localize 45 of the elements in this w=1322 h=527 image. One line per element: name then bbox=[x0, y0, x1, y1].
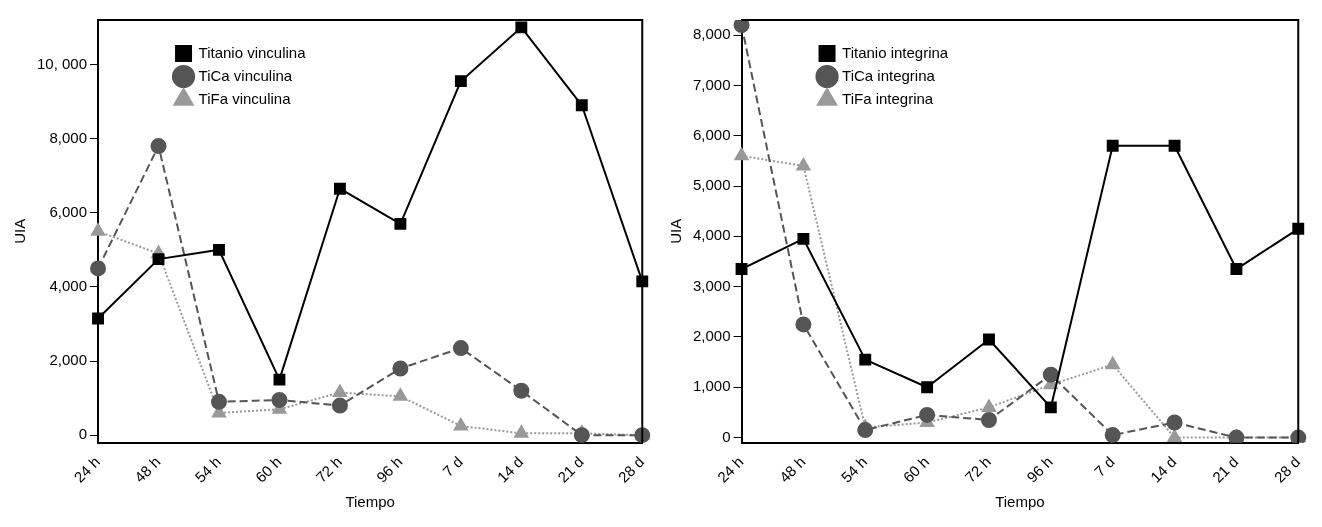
x-tick-label: 48 h bbox=[775, 453, 809, 486]
x-tick-label: 7 d bbox=[439, 453, 466, 480]
y-tick-label: 2,000 bbox=[692, 327, 731, 345]
x-tick-label: 14 d bbox=[493, 453, 527, 486]
legend-label: Titanio integrina bbox=[842, 43, 949, 61]
y-tick-label: 0 bbox=[722, 427, 731, 445]
y-tick-label: 6,000 bbox=[692, 125, 731, 143]
y-tick-label: 10, 000 bbox=[37, 54, 88, 72]
legend-label: TiFa integrina bbox=[842, 89, 934, 107]
x-tick-label: 72 h bbox=[961, 453, 995, 486]
y-tick-label: 8,000 bbox=[49, 128, 88, 146]
x-tick-label: 60 h bbox=[251, 453, 285, 486]
x-tick-label: 7 d bbox=[1090, 453, 1118, 480]
x-tick-label: 14 d bbox=[1146, 453, 1180, 486]
y-tick-label: 6,000 bbox=[49, 202, 88, 220]
x-tick-label: 72 h bbox=[312, 453, 345, 486]
y-tick-label: 0 bbox=[78, 425, 88, 443]
x-tick-label: 28 d bbox=[1270, 453, 1304, 486]
y-tick-label: 4,000 bbox=[49, 277, 88, 295]
y-tick-label: 1,000 bbox=[692, 377, 731, 395]
legend-label: TiCa integrina bbox=[842, 66, 936, 84]
x-tick-label: 21 d bbox=[554, 453, 587, 486]
y-tick-label: 5,000 bbox=[692, 176, 731, 194]
x-axis-title: Tiempo bbox=[345, 493, 395, 511]
y-tick-label: 7,000 bbox=[692, 75, 731, 93]
x-tick-label: 54 h bbox=[191, 453, 225, 486]
x-tick-label: 24 h bbox=[713, 453, 747, 486]
x-tick-label: 24 h bbox=[70, 453, 104, 486]
y-tick-label: 2,000 bbox=[49, 351, 88, 369]
x-tick-label: 96 h bbox=[1023, 453, 1056, 486]
legend-label: TiFa vinculina bbox=[198, 89, 292, 107]
y-tick-label: 3,000 bbox=[692, 276, 731, 294]
x-tick-label: 54 h bbox=[837, 453, 871, 486]
x-axis-title: Tiempo bbox=[995, 493, 1045, 511]
x-tick-label: 48 h bbox=[130, 453, 164, 486]
y-axis-title: UIA bbox=[667, 218, 685, 244]
x-tick-label: 21 d bbox=[1208, 453, 1242, 486]
x-tick-label: 28 d bbox=[614, 453, 648, 486]
legend-label: Titanio vinculina bbox=[198, 43, 307, 61]
y-tick-label: 8,000 bbox=[692, 25, 731, 43]
legend-label: TiCa vinculina bbox=[198, 66, 293, 84]
x-tick-label: 96 h bbox=[372, 453, 406, 486]
x-tick-label: 60 h bbox=[899, 453, 933, 486]
y-axis-title: UIA bbox=[11, 218, 29, 244]
y-tick-label: 4,000 bbox=[692, 226, 731, 244]
